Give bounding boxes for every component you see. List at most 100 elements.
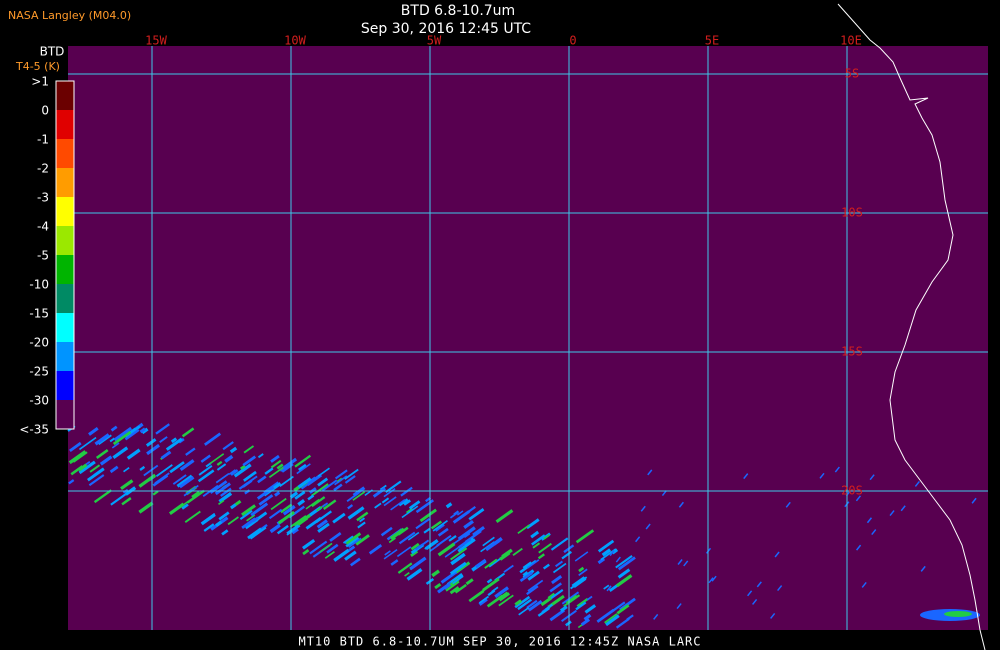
cloud-streak — [98, 434, 112, 445]
cloud-streak — [264, 467, 274, 475]
cloud-streak — [449, 586, 460, 595]
cloud-streak — [184, 510, 201, 523]
cloud-streak — [920, 565, 926, 572]
cloud-streak — [348, 537, 362, 548]
cloud-streak — [268, 466, 284, 479]
colorbar-label: -20 — [29, 336, 49, 350]
cloud-streak — [342, 535, 354, 544]
cloud-streak — [160, 450, 172, 460]
cloud-streak — [452, 575, 464, 585]
colorbar-swatch — [56, 110, 74, 139]
cloud-streak — [181, 427, 195, 438]
cloud-streak — [431, 569, 440, 578]
cloud-streak — [221, 529, 229, 536]
cloud-streak — [165, 437, 183, 451]
cloud-streak — [518, 606, 530, 616]
cloud-streak — [241, 504, 257, 517]
cloud-features — [67, 422, 980, 629]
cloud-streak — [561, 591, 580, 605]
cloud-patch — [944, 611, 972, 617]
cloud-streak — [159, 436, 168, 443]
cloud-streak — [218, 511, 230, 521]
cloud-streak — [233, 463, 252, 478]
cloud-streak — [444, 545, 461, 558]
cloud-streak — [356, 511, 369, 522]
cloud-streak — [452, 510, 470, 524]
cloud-streak — [344, 475, 356, 484]
cloud-streak — [228, 469, 236, 476]
cloud-streak — [374, 502, 382, 509]
cloud-streak — [186, 489, 205, 504]
cloud-streak — [176, 474, 193, 488]
cloud-streak — [609, 550, 615, 557]
cloud-streak — [230, 503, 237, 510]
cloud-streak — [347, 506, 365, 520]
cloud-streak — [436, 534, 452, 547]
cloud-streak — [379, 484, 387, 491]
cloud-streak — [498, 594, 514, 607]
cloud-streak — [332, 512, 346, 524]
cloud-streak — [138, 473, 157, 488]
cloud-streak — [95, 449, 109, 460]
cloud-streak — [531, 534, 546, 546]
cloud-streak — [537, 553, 545, 560]
cloud-streak — [286, 524, 301, 536]
lat-lon-grid: 15W 10W 5W 0 5E 10E 5S 10S 15S 20S — [68, 34, 988, 630]
cloud-streak — [345, 536, 360, 548]
cloud-streak — [493, 591, 508, 603]
cloud-streak — [410, 550, 419, 557]
cloud-streak — [527, 599, 543, 612]
cloud-streak — [344, 550, 357, 561]
cloud-streak — [305, 516, 322, 530]
cloud-streak — [484, 558, 498, 569]
cloud-streak — [344, 468, 359, 480]
cloud-streak — [575, 529, 595, 544]
cloud-streak — [349, 557, 361, 567]
cloud-streak — [87, 467, 105, 482]
cloud-streak — [383, 548, 398, 560]
cloud-streak — [526, 518, 540, 530]
cloud-streak — [120, 479, 134, 490]
cloud-streak — [68, 450, 87, 465]
cloud-streak — [270, 454, 280, 463]
cloud-streak — [519, 571, 533, 583]
cloud-streak — [383, 496, 397, 507]
cloud-streak — [197, 469, 215, 483]
cloud-streak — [676, 603, 682, 610]
cloud-streak — [615, 556, 621, 563]
cloud-streak — [454, 583, 467, 594]
cloud-streak — [437, 542, 456, 557]
cloud-streak — [72, 451, 88, 463]
cloud-streak — [185, 447, 196, 456]
cloud-streak — [597, 557, 606, 565]
cloud-streak — [322, 499, 337, 510]
cloud-streak — [423, 527, 431, 534]
cloud-streak — [216, 460, 223, 466]
colorbar-swatch — [56, 81, 74, 110]
cloud-streak — [139, 427, 146, 434]
cloud-streak — [900, 505, 906, 512]
cloud-streak — [368, 543, 383, 555]
cloud-streak — [333, 548, 350, 562]
cloud-streak — [551, 575, 563, 585]
cloud-streak — [329, 532, 342, 542]
cloud-streak — [493, 539, 501, 546]
cloud-streak — [501, 548, 513, 559]
cloud-streak — [756, 581, 762, 588]
cloud-streak — [678, 501, 684, 508]
cloud-streak — [229, 446, 238, 454]
cloud-streak — [465, 578, 474, 586]
cloud-streak — [517, 598, 533, 611]
cloud-streak — [453, 510, 459, 516]
cloud-streak — [747, 590, 753, 597]
cloud-streak — [540, 596, 552, 607]
cloud-streak — [141, 427, 149, 435]
cloud-streak — [856, 544, 862, 551]
cloud-streak — [124, 428, 140, 441]
cloud-streak — [345, 532, 362, 545]
cloud-streak — [400, 486, 413, 497]
cloud-streak — [317, 522, 330, 533]
lon-label: 5W — [427, 34, 442, 48]
cloud-streak — [561, 550, 572, 560]
cloud-streak — [216, 463, 227, 471]
